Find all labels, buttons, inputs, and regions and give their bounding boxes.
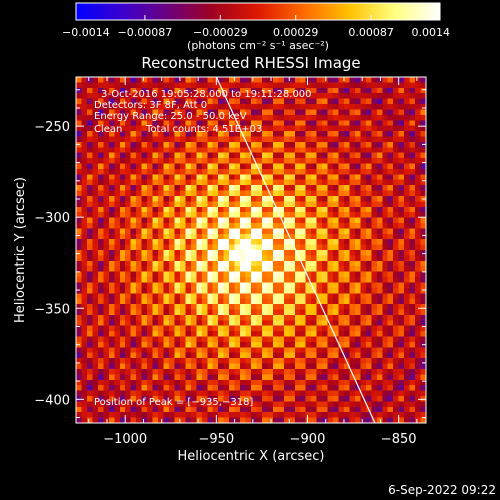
footer-timestamp: 6-Sep-2022 09:22 <box>388 483 496 497</box>
annotation-detectors: Detectors: 3F 8F, Att 0 <box>94 100 207 111</box>
y-tick-label: −250 <box>34 120 70 135</box>
colorbar-frame <box>75 2 441 21</box>
x-tick-label: −1000 <box>103 432 147 447</box>
colorbar-tick-label: 0.00087 <box>348 26 394 39</box>
solar-limb-line <box>215 77 376 423</box>
colorbar: −0.0014 −0.00087 −0.00029 0.00029 0.00087 0.0… <box>62 2 451 52</box>
x-tick-label: −950 <box>199 432 235 447</box>
heatmap-image <box>76 77 426 423</box>
annotations: 3-Oct-2016 19:05:28.000 to 19:11:28.000 … <box>94 89 312 408</box>
x-axis: −1000 −950 −900 −850 <box>88 77 418 447</box>
y-tick-label: −300 <box>34 211 70 226</box>
annotation-energy: Energy Range: 25.0 - 50.0 keV <box>94 111 247 122</box>
heatmap <box>76 77 426 423</box>
x-tick-label: −850 <box>381 432 417 447</box>
colorbar-tick-label: −0.00087 <box>118 26 173 39</box>
annotation-clean: Clean <box>94 124 122 135</box>
annotation-time: 3-Oct-2016 19:05:28.000 to 19:11:28.000 <box>101 89 312 100</box>
colorbar-tick-label: 0.0014 <box>412 26 451 39</box>
colorbar-tick-label: −0.0014 <box>62 26 110 39</box>
y-axis-label: Heliocentric Y (arcsec) <box>13 177 28 323</box>
annotation-counts: Total counts: 4.51E+03 <box>145 124 262 135</box>
x-tick-label: −900 <box>290 432 326 447</box>
x-axis-label: Heliocentric X (arcsec) <box>178 449 325 464</box>
colorbar-tick-label: 0.00029 <box>273 26 319 39</box>
colorbar-units: (photons cm⁻² s⁻¹ asec⁻²) <box>187 39 329 52</box>
annotation-peak: Position of Peak = [−935,−318] <box>94 397 253 408</box>
y-tick-label: −400 <box>34 393 70 408</box>
y-axis: −250 −300 −350 −400 <box>34 89 426 419</box>
chart-title: Reconstructed RHESSI Image <box>141 54 360 72</box>
plot-frame <box>75 76 427 424</box>
colorbar-gradient <box>76 3 440 20</box>
y-tick-label: −350 <box>34 302 70 317</box>
colorbar-tick-label: −0.00029 <box>193 26 248 39</box>
